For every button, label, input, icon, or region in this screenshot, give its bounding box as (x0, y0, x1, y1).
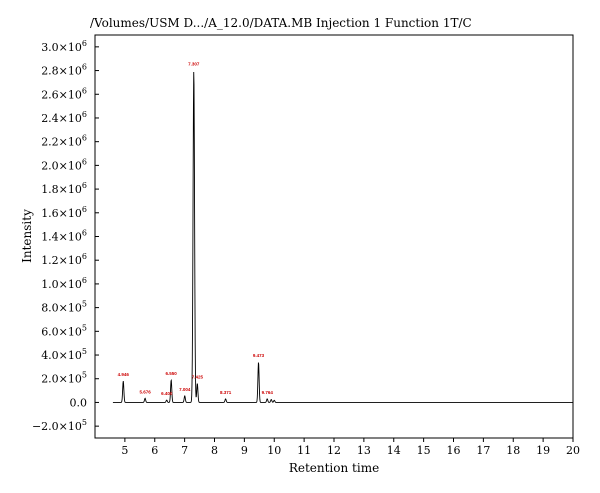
y-tick-label: 1.6×106 (41, 205, 87, 220)
x-tick-label: 14 (387, 444, 401, 457)
x-tick-label: 8 (211, 444, 218, 457)
peak-label: 7.425 (192, 374, 204, 379)
x-tick-label: 13 (357, 444, 371, 457)
y-axis: −2.0×105 0.0 2.0×105 4.0×105 6.0×105 8.0×105 1… (32, 39, 99, 433)
peak-label: 4.946 (118, 372, 130, 377)
x-tick-label: 5 (121, 444, 128, 457)
y-tick-label: 3.0×106 (41, 39, 87, 54)
y-tick-label: −2.0×105 (32, 418, 87, 433)
y-tick-label: 2.4×106 (41, 110, 87, 125)
y-tick-label: 6.0×105 (41, 323, 87, 338)
x-axis: 5 6 7 8 9 10 11 12 13 14 15 16 17 18 19 20 (121, 438, 580, 457)
y-tick-label: 1.0×106 (41, 276, 87, 291)
y-tick-label: 2.0×106 (41, 157, 87, 172)
y-tick-label: 4.0×105 (41, 347, 87, 362)
x-tick-label: 7 (181, 444, 188, 457)
x-tick-label: 10 (267, 444, 281, 457)
peak-label: 7.307 (188, 62, 200, 67)
y-tick-label: 1.2×106 (41, 252, 87, 267)
y-tick-label: 1.8×106 (41, 181, 87, 196)
x-tick-label: 11 (297, 444, 311, 457)
x-tick-label: 19 (536, 444, 550, 457)
chromatogram-trace (112, 72, 573, 403)
y-axis-label: Intensity (20, 209, 34, 263)
peak-label: 5.676 (139, 389, 151, 394)
x-tick-label: 15 (417, 444, 431, 457)
y-tick-label: 8.0×105 (41, 300, 87, 315)
y-tick-label: 2.0×105 (41, 371, 87, 386)
x-tick-label: 9 (241, 444, 248, 457)
x-tick-label: 16 (447, 444, 461, 457)
x-tick-label: 20 (566, 444, 580, 457)
x-tick-label: 6 (151, 444, 158, 457)
x-tick-label: 17 (476, 444, 490, 457)
y-tick-label: 2.2×106 (41, 134, 87, 149)
chart-title: /Volumes/USM D.../A_12.0/DATA.MB Injecti… (90, 16, 472, 30)
y-tick-label: 1.4×106 (41, 229, 87, 244)
x-tick-label: 18 (506, 444, 520, 457)
peak-label: 9.473 (253, 353, 265, 358)
plot-frame (94, 34, 574, 439)
peak-labels: 4.946 5.676 6.400 6.550 7.004 7.307 7.425 8.371… (118, 62, 274, 397)
y-tick-label: 2.8×106 (41, 63, 87, 78)
y-tick-label: 2.6×106 (41, 86, 87, 101)
peak-label: 7.004 (179, 387, 191, 392)
x-tick-label: 12 (327, 444, 341, 457)
peak-label: 6.400 (161, 391, 173, 396)
x-axis-label: Retention time (289, 461, 379, 475)
peak-label: 6.550 (166, 371, 178, 376)
peak-label: 9.764 (262, 390, 274, 395)
peak-label: 8.371 (220, 390, 232, 395)
y-tick-label: 0.0 (70, 396, 88, 409)
